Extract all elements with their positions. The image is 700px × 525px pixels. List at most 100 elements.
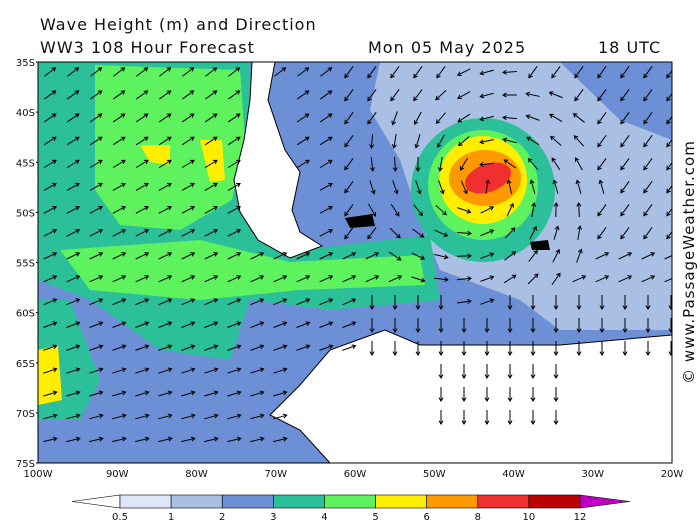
arrow — [413, 89, 423, 102]
arrow — [551, 272, 561, 286]
colorbar: 0.5 1 2 3 4 5 6 8 10 12 — [71, 494, 631, 523]
arrow — [643, 89, 653, 102]
lat-label: 35S — [16, 58, 35, 69]
arrow — [480, 252, 495, 259]
arrow — [502, 92, 518, 98]
arrow — [438, 410, 444, 425]
arrow — [43, 367, 58, 374]
arrow — [484, 318, 490, 333]
arrow — [435, 89, 447, 101]
arrow — [181, 275, 196, 283]
arrow — [112, 367, 127, 374]
arrow — [227, 321, 242, 328]
arrow — [553, 364, 559, 379]
arrow — [135, 436, 150, 443]
arrow — [273, 390, 288, 397]
arrow — [459, 157, 469, 171]
arrow — [89, 275, 104, 283]
arrow — [112, 182, 126, 191]
arrow — [228, 67, 241, 77]
arrow — [135, 113, 149, 123]
arrow — [479, 139, 494, 145]
colorbar-segment — [170, 494, 223, 509]
arrow — [415, 318, 421, 333]
lon-label: 80W — [185, 469, 208, 480]
lat-label: 75S — [16, 459, 35, 470]
arrow — [549, 113, 563, 122]
colorbar-label: 1 — [168, 512, 174, 523]
arrow — [525, 91, 540, 97]
arrow — [135, 229, 150, 237]
arrow — [530, 387, 536, 402]
arrow — [551, 157, 561, 171]
arrow — [204, 205, 219, 214]
arrow — [227, 252, 242, 260]
arrow — [66, 159, 80, 169]
arrow — [413, 66, 423, 79]
arrow — [415, 341, 421, 356]
arrow — [250, 298, 265, 306]
arrow — [504, 251, 517, 261]
arrow — [480, 275, 495, 282]
arrow — [112, 390, 127, 397]
arrow — [227, 436, 242, 443]
arrow — [250, 390, 265, 397]
arrow — [43, 436, 58, 443]
arrow — [643, 112, 653, 125]
arrow — [664, 278, 672, 283]
arrow — [43, 229, 58, 237]
arrow — [319, 298, 334, 306]
arrow — [66, 113, 80, 123]
lon-label: 20W — [661, 469, 684, 480]
arrow — [507, 318, 513, 333]
arrow — [344, 181, 354, 194]
arrow — [135, 298, 150, 306]
arrow — [90, 90, 103, 100]
arrow — [273, 367, 288, 374]
arrow — [461, 387, 467, 402]
arrow — [597, 227, 607, 240]
arrow — [205, 90, 218, 100]
arrow — [204, 275, 219, 283]
arrow — [413, 111, 422, 125]
arrow — [551, 66, 561, 79]
arrow — [181, 229, 196, 237]
arrow — [368, 203, 377, 217]
arrow — [89, 298, 104, 306]
arrow — [344, 204, 354, 217]
arrow — [227, 390, 242, 397]
arrow — [43, 182, 57, 191]
arrow — [344, 89, 354, 102]
arrow — [228, 90, 241, 100]
arrow — [643, 227, 653, 240]
arrow — [66, 344, 81, 351]
watermark: © www.PassageWeather.com — [680, 140, 698, 384]
arrow — [391, 134, 397, 149]
arrow — [620, 135, 630, 148]
arrow — [392, 318, 398, 333]
arrow — [158, 159, 172, 169]
arrow — [574, 66, 584, 79]
arrow — [113, 67, 126, 77]
arrow — [389, 227, 401, 239]
arrow — [135, 413, 150, 420]
arrow — [479, 161, 495, 167]
arrow — [296, 136, 310, 146]
arrow — [43, 159, 57, 169]
arrow — [597, 89, 607, 102]
arrow — [574, 89, 584, 102]
arrow — [89, 436, 104, 443]
arrow — [227, 298, 242, 306]
lon-label: 50W — [423, 469, 446, 480]
arrow — [461, 410, 467, 425]
arrow — [273, 275, 288, 283]
arrow — [181, 321, 196, 328]
arrow — [296, 275, 311, 283]
arrow — [572, 275, 587, 283]
arrow — [158, 344, 173, 351]
arrow — [503, 159, 517, 169]
arrow — [66, 413, 81, 420]
arrow — [666, 161, 672, 171]
arrow — [273, 436, 288, 443]
